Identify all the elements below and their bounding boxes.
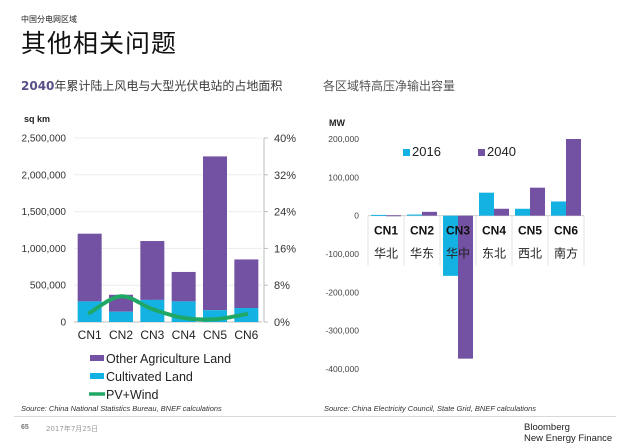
left-y-tick-label: 0 [60, 318, 66, 329]
x-tick-label: CN3 [140, 328, 164, 342]
brand-line-1: Bloomberg [524, 422, 570, 433]
bar-2016-cn4 [479, 192, 494, 216]
land-use-chart: sq km 0 500,000 1,000,000 1,500,000 2,000,000… [22, 114, 297, 402]
left-y-tick-label: 500,000 [30, 281, 67, 292]
left-chart-source: Source: China National Statistics Bureau… [21, 404, 222, 413]
y-tick-label: 200,000 [328, 134, 359, 144]
right-y-tick-label: 16% [274, 243, 296, 255]
legend-label: Cultivated Land [106, 370, 193, 384]
bar-cultivated-cn5 [203, 310, 227, 322]
x-tick-label: CN2 [109, 328, 133, 342]
bar-other-agriculture-cn1 [77, 233, 102, 302]
left-y-tick-label: 1,000,000 [22, 244, 67, 255]
left-y-tick-label: 1,500,000 [22, 207, 67, 218]
bar-2016-cn2 [407, 214, 422, 216]
page-title: 其他相关问题 [21, 29, 178, 58]
right-chart-title: 各区域特高压净输出容量 [323, 79, 456, 93]
x-tick-label: CN1 [374, 224, 398, 238]
x-tick-label: CN6 [234, 328, 258, 342]
page-number: 65 [21, 424, 29, 431]
legend-label: Other Agriculture Land [106, 352, 231, 366]
right-y-tick-label: 40% [274, 133, 296, 145]
right-y-tick-label: 32% [274, 170, 296, 182]
legend-swatch-2016 [403, 149, 410, 156]
right-y-axis-label: MW [329, 118, 345, 128]
pv-wind-line [87, 294, 249, 322]
legend-swatch-2040 [478, 149, 485, 156]
y-tick-label: 0 [354, 211, 359, 221]
left-y-axis-label: sq km [24, 114, 50, 124]
x-tick-label: CN5 [518, 224, 542, 238]
x-tick-label: CN4 [482, 224, 506, 238]
right-y-tick-label: 8% [274, 280, 290, 292]
x-tick-sublabel: 华北 [374, 247, 398, 261]
left-y-tick-label: 2,000,000 [22, 170, 67, 181]
brand-logo: Bloomberg New Energy Finance [524, 422, 612, 444]
legend-label: 2016 [412, 144, 441, 159]
x-tick-label: CN4 [172, 328, 196, 342]
bar-other-agriculture-cn4 [171, 271, 196, 302]
footer-divider [14, 416, 616, 417]
left-y-tick-label: 2,500,000 [22, 134, 67, 145]
right-chart-source: Source: China Electricity Council, State… [324, 404, 537, 413]
x-tick-label: CN6 [554, 224, 578, 238]
bar-2040-cn6 [566, 139, 581, 216]
left-chart-title: 2040年累计陆上风电与大型光伏电站的占地面积 [21, 77, 282, 94]
brand-line-2: New Energy Finance [524, 433, 613, 444]
net-export-chart: MW -400,000 -300,000 -200,000 -100,000 0 100,0… [325, 118, 585, 374]
bar-2040-cn3 [458, 215, 473, 359]
legend-swatch-cultivated-land [90, 373, 104, 379]
bar-2016-cn6 [551, 201, 566, 216]
x-tick-sublabel: 西北 [518, 247, 542, 261]
x-tick-sublabel: 东北 [482, 247, 506, 261]
y-tick-label: 100,000 [328, 172, 359, 182]
right-y-tick-label: 0% [274, 317, 290, 329]
x-tick-label: CN3 [446, 224, 470, 238]
left-chart-title-text: 年累计陆上风电与大型光伏电站的占地面积 [54, 79, 283, 93]
page-date: 2017年7月25日 [46, 425, 99, 433]
bar-2016-cn5 [515, 208, 530, 216]
x-tick-sublabel: 南方 [554, 246, 578, 261]
bar-2040-cn5 [530, 187, 545, 216]
x-tick-label: CN1 [78, 328, 102, 342]
bar-2040-cn2 [422, 211, 437, 216]
left-chart-title-year: 2040 [21, 79, 55, 93]
x-tick-sublabel: 华东 [410, 247, 434, 261]
x-tick-label: CN2 [410, 224, 434, 238]
y-tick-label: -400,000 [325, 364, 359, 374]
bar-other-agriculture-cn6 [234, 259, 259, 309]
right-y-tick-label: 24% [274, 207, 296, 219]
bar-other-agriculture-cn3 [140, 241, 165, 300]
x-tick-label: CN5 [203, 328, 227, 342]
x-tick-sublabel: 华中 [446, 246, 470, 261]
bar-2016-cn1 [371, 214, 386, 216]
y-tick-label: -100,000 [325, 249, 359, 259]
bar-other-agriculture-cn5 [203, 156, 227, 311]
legend-swatch-other-agriculture-land [90, 355, 104, 361]
bar-2040-cn4 [494, 208, 509, 216]
legend-label: 2040 [487, 144, 516, 159]
y-tick-label: -300,000 [325, 326, 359, 336]
bar-2040-cn1 [386, 215, 401, 217]
bar-cultivated-cn2 [109, 311, 133, 322]
y-tick-label: -200,000 [325, 287, 359, 297]
bar-2016-cn3 [443, 215, 458, 276]
legend-label: PV+Wind [106, 388, 159, 402]
section-label: 中国分电网区域 [21, 15, 77, 24]
